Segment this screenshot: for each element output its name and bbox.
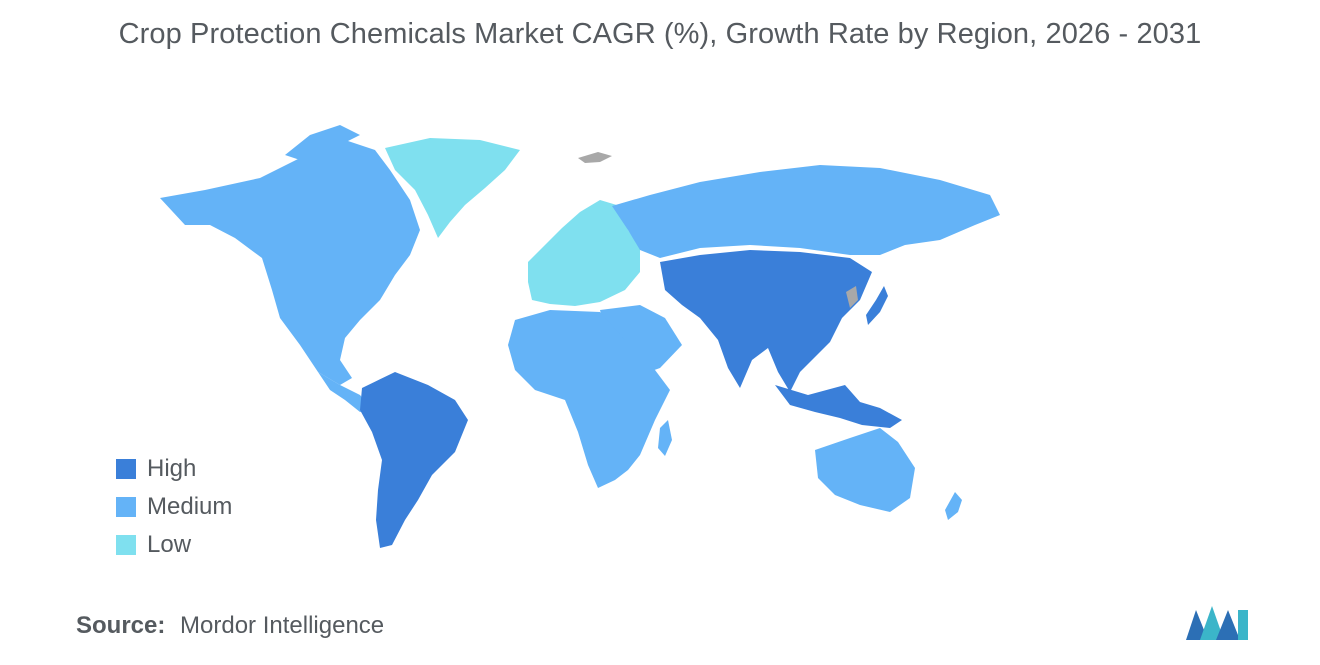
region-europe xyxy=(528,200,640,306)
source-line: Source: Mordor Intelligence xyxy=(76,612,384,640)
region-russia xyxy=(612,165,1000,258)
legend-item-low: Low xyxy=(116,526,232,564)
region-greenland xyxy=(385,138,520,238)
legend-swatch-high xyxy=(116,459,136,479)
region-central-america xyxy=(318,372,372,412)
legend-swatch-low xyxy=(116,535,136,555)
region-canada-islands xyxy=(285,125,360,160)
region-north-america xyxy=(160,140,420,385)
chart-title: Crop Protection Chemicals Market CAGR (%… xyxy=(118,18,1202,50)
region-africa xyxy=(508,310,670,488)
legend-label-medium: Medium xyxy=(147,493,233,520)
region-australia xyxy=(815,428,915,512)
region-south-america xyxy=(360,372,468,548)
legend-swatch-medium xyxy=(116,497,136,517)
legend: High Medium Low xyxy=(116,450,232,564)
source-value: Mordor Intelligence xyxy=(180,612,385,639)
legend-label-low: Low xyxy=(147,531,192,558)
region-korea xyxy=(846,286,858,308)
source-label: Source: xyxy=(76,612,166,639)
legend-item-high: High xyxy=(116,450,232,488)
mordor-intelligence-logo-icon xyxy=(1186,606,1248,640)
region-japan xyxy=(866,286,888,325)
region-new-zealand xyxy=(945,492,962,520)
region-se-asia-islands xyxy=(775,385,902,428)
region-svalbard xyxy=(578,152,612,163)
legend-item-medium: Medium xyxy=(116,488,232,526)
legend-label-high: High xyxy=(147,455,197,482)
region-asia-pacific xyxy=(660,250,872,392)
region-madagascar xyxy=(658,420,672,456)
